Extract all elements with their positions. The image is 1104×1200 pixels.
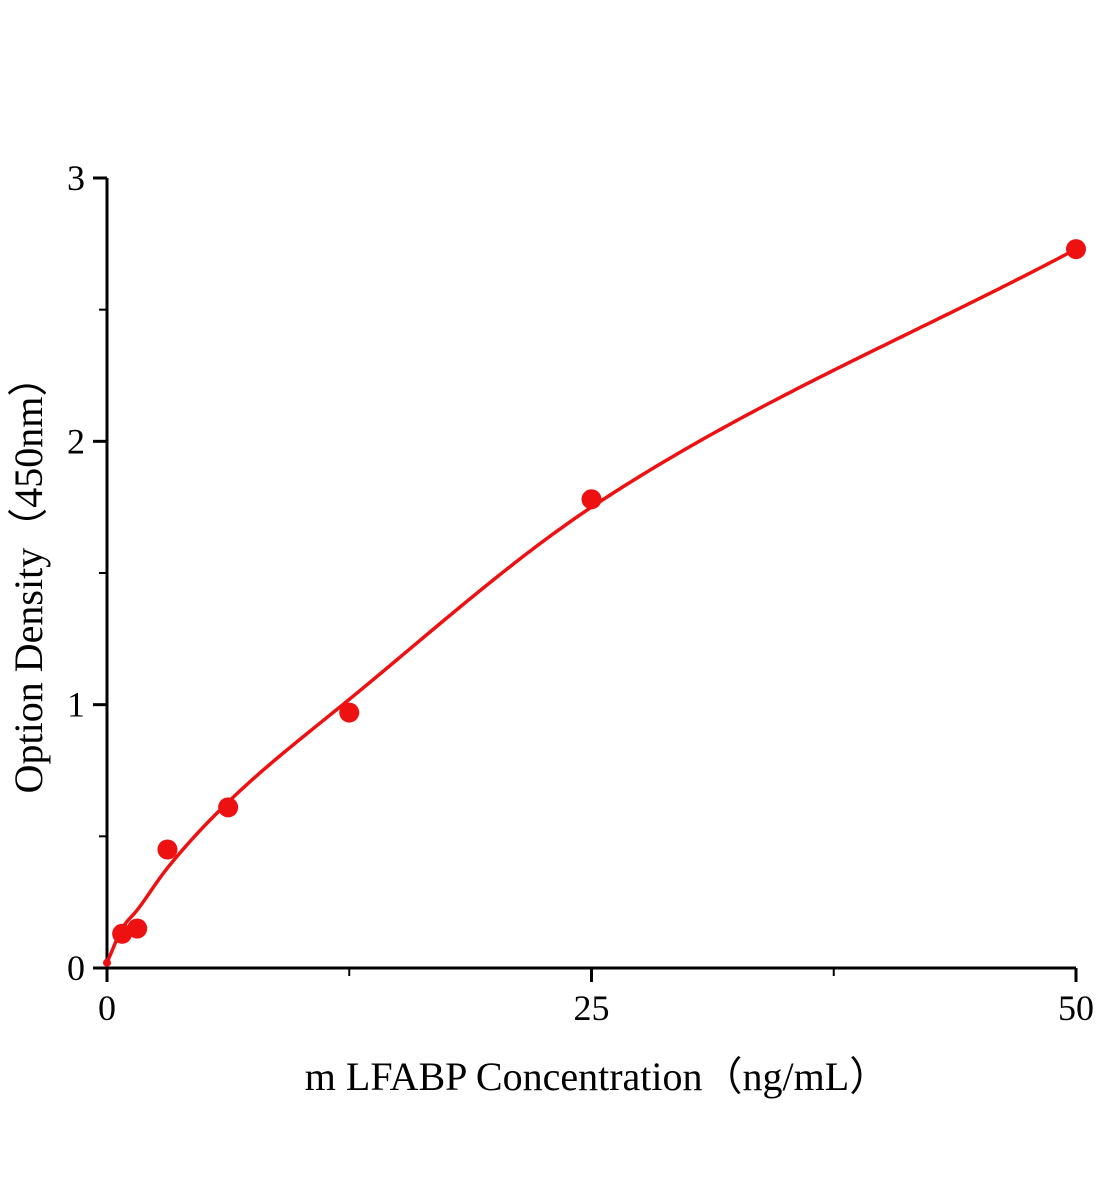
data-point — [103, 958, 111, 967]
x-axis-title: m LFABP Concentration（ng/mL） — [305, 1054, 889, 1099]
data-point — [112, 923, 133, 944]
axes-group — [93, 176, 1078, 982]
data-point — [218, 797, 239, 818]
tick-labels-group: 0 25 50 0 1 2 3 — [67, 158, 1094, 1028]
x-tick-label: 50 — [1058, 988, 1094, 1028]
y-tick-label: 1 — [67, 685, 85, 725]
data-point — [339, 702, 360, 723]
fit-curve — [105, 247, 1078, 965]
x-tick-label: 25 — [574, 988, 610, 1028]
data-point — [581, 489, 602, 510]
y-axis-title: Option Density（450nm） — [6, 357, 51, 794]
x-tick-label: 0 — [98, 988, 116, 1028]
y-tick-label: 2 — [67, 421, 85, 461]
points-group — [103, 239, 1086, 967]
data-point — [127, 918, 148, 939]
y-tick-label: 3 — [67, 158, 85, 198]
curve-group — [105, 247, 1078, 965]
y-tick-label: 0 — [67, 948, 85, 988]
data-point — [157, 839, 178, 860]
data-point — [1066, 239, 1086, 260]
